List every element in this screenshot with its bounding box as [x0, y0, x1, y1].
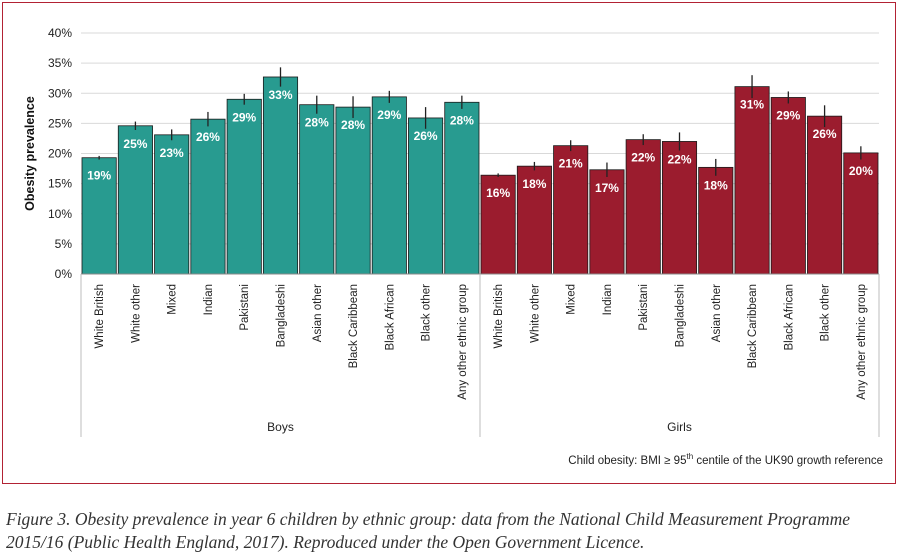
data-label: 22%: [631, 151, 655, 165]
x-tick-label: Any other ethnic group: [457, 284, 469, 400]
data-label: 21%: [559, 157, 583, 171]
data-label: 26%: [813, 127, 837, 141]
data-label: 31%: [740, 98, 764, 112]
x-tick-label: Any other ethnic group: [856, 284, 868, 400]
data-label: 29%: [377, 108, 401, 122]
y-tick-label: 40%: [48, 26, 72, 40]
x-tick-label: Black other: [820, 284, 832, 342]
bar-boys-11: [444, 101, 480, 275]
data-label: 26%: [414, 129, 438, 143]
bar-girls-4: [589, 169, 625, 275]
x-tick-label: White other: [130, 284, 142, 343]
y-tick-label: 5%: [55, 237, 73, 251]
data-label: 29%: [776, 108, 800, 122]
data-label: 16%: [486, 186, 510, 200]
bar-girls-3: [553, 145, 589, 275]
bar-boys-5: [226, 98, 262, 275]
y-tick-label: 20%: [48, 147, 72, 161]
x-tick-label: Mixed: [167, 284, 179, 315]
bar-girls-8: [734, 86, 770, 275]
x-tick-label: Bangladeshi: [276, 284, 288, 347]
x-tick-label: Asian other: [711, 284, 723, 342]
x-tick-label: Indian: [203, 284, 215, 315]
bar-boys-4: [190, 118, 226, 275]
y-tick-label: 35%: [48, 56, 72, 70]
y-tick-label: 25%: [48, 116, 72, 130]
x-tick-label: Asian other: [312, 284, 324, 342]
data-label: 28%: [341, 118, 365, 132]
y-tick-label: 30%: [48, 86, 72, 100]
x-tick-label: Mixed: [566, 284, 578, 315]
data-label: 29%: [232, 110, 256, 124]
footnote: Child obesity: BMI ≥ 95th centile of the…: [568, 452, 883, 467]
chart-frame: 0% 5% 10% 15% 20% 25% 30% 35% 40% Obesity prevale…: [2, 2, 896, 484]
bar-girls-2: [516, 165, 552, 275]
bar-boys-1: [81, 157, 117, 275]
y-axis-label: Obesity prevalence: [23, 96, 37, 211]
group-label-boys: Boys: [267, 420, 294, 434]
data-label: 22%: [667, 152, 691, 166]
data-label: 25%: [123, 137, 147, 151]
bar-boys-10: [408, 117, 444, 275]
chart: 0% 5% 10% 15% 20% 25% 30% 35% 40% Obesity prevale…: [23, 26, 883, 467]
x-tick-label: Indian: [602, 284, 614, 315]
bar-girls-5: [625, 139, 661, 275]
y-tick-label: 15%: [48, 177, 72, 191]
x-tick-label: Pakistani: [638, 284, 650, 331]
x-tick-label: Black African: [783, 284, 795, 350]
data-label: 18%: [522, 177, 546, 191]
x-tick-label: Pakistani: [239, 284, 251, 331]
data-label: 20%: [849, 164, 873, 178]
data-label: 19%: [87, 169, 111, 183]
x-tick-label: White British: [94, 284, 106, 349]
data-label: 18%: [704, 178, 728, 192]
data-label: 28%: [450, 113, 474, 127]
bar-girls-9: [770, 97, 806, 275]
data-label: 28%: [305, 116, 329, 130]
x-tick-label: Black Caribbean: [747, 284, 759, 368]
x-tick-label: White other: [529, 284, 541, 343]
data-label: 33%: [268, 88, 292, 102]
x-tick-label: Black African: [384, 284, 396, 350]
bar-boys-6: [262, 76, 299, 275]
y-tick-label: 0%: [55, 267, 73, 281]
group-label-girls: Girls: [667, 420, 692, 434]
x-tick-label: White British: [493, 284, 505, 349]
data-label: 17%: [595, 181, 619, 195]
bar-boys-9: [371, 96, 407, 275]
figure-caption: Figure 3. Obesity prevalence in year 6 c…: [6, 509, 851, 552]
bar-boys-7: [299, 104, 335, 275]
x-tick-label: Black Caribbean: [348, 284, 360, 368]
bar-girls-11: [843, 152, 879, 275]
data-label: 23%: [160, 146, 184, 160]
y-tick-label: 10%: [48, 207, 72, 221]
data-label: 26%: [196, 130, 220, 144]
x-tick-label: Bangladeshi: [675, 284, 687, 347]
x-tick-label: Black other: [421, 284, 433, 342]
bar-boys-8: [335, 106, 371, 275]
